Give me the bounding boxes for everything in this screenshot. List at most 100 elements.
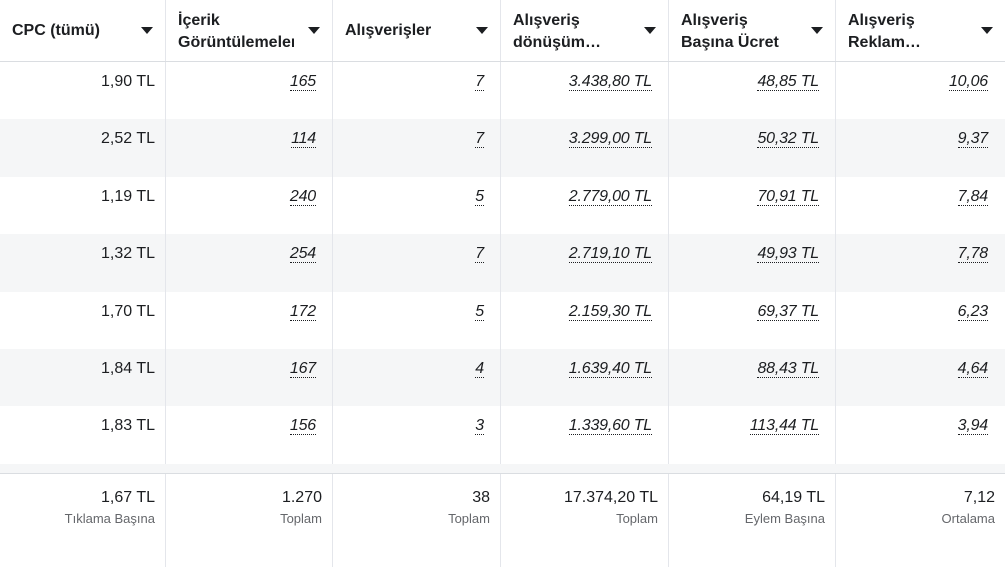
cell-value[interactable]: 156 xyxy=(289,417,316,436)
cell-purchase-roas[interactable]: 4,64 xyxy=(836,349,1005,406)
cell-content-views[interactable]: 167 xyxy=(166,348,333,407)
cell-value[interactable]: 254 xyxy=(289,245,316,264)
cell-purchase-roas[interactable]: 7,84 xyxy=(836,177,1005,234)
sort-caret-icon[interactable] xyxy=(141,27,153,34)
cell-value[interactable]: 167 xyxy=(289,359,316,378)
cell-cost-per-purchase[interactable]: 88,43 TL xyxy=(669,348,836,407)
cell-value[interactable]: 7 xyxy=(475,130,484,149)
cell-value[interactable]: 2.719,10 TL xyxy=(568,245,652,264)
cell-value[interactable]: 2.159,30 TL xyxy=(568,302,652,321)
cell-cost-per-purchase[interactable]: 70,91 TL xyxy=(669,176,836,235)
cell-value[interactable]: 1.639,40 TL xyxy=(568,359,652,378)
cell-value[interactable]: 114 xyxy=(291,130,316,149)
cell-value[interactable]: 113,44 TL xyxy=(749,417,819,436)
sort-caret-icon[interactable] xyxy=(644,27,656,34)
column-header-content-views[interactable]: İçerik Görüntülemeleri xyxy=(166,0,333,61)
column-header-purchase-conversion[interactable]: Alışveriş dönüşüm… xyxy=(501,0,669,61)
cell-cpc: 1,19 TL xyxy=(0,176,166,235)
column-header-cpc[interactable]: CPC (tümü) xyxy=(0,0,166,61)
total-label: Toplam xyxy=(280,511,322,526)
cell-cost-per-purchase[interactable]: 48,85 TL xyxy=(669,62,836,120)
column-header-label: Alışverişler xyxy=(345,22,432,39)
cell-value[interactable]: 165 xyxy=(289,73,316,91)
table-row: 1,19 TL 240 5 2.779,00 TL 70,91 TL 7,84 xyxy=(0,176,1005,235)
cell-value[interactable]: 70,91 TL xyxy=(757,187,819,206)
cell-purchases[interactable]: 5 xyxy=(333,176,501,235)
table-row: 1,70 TL 172 5 2.159,30 TL 69,37 TL 6,23 xyxy=(0,291,1005,349)
cell-value[interactable]: 5 xyxy=(475,302,484,321)
sort-caret-icon[interactable] xyxy=(476,27,488,34)
cell-cost-per-purchase[interactable]: 49,93 TL xyxy=(669,234,836,292)
cell-value[interactable]: 9,37 xyxy=(957,130,988,149)
cell-cost-per-purchase[interactable]: 113,44 TL xyxy=(669,406,836,464)
cell-value[interactable]: 50,32 TL xyxy=(757,130,819,149)
cell-value[interactable]: 49,93 TL xyxy=(757,245,819,264)
total-value: 64,19 TL xyxy=(762,489,825,506)
column-header-purchase-roas[interactable]: Alışveriş Reklam… xyxy=(836,0,1005,61)
total-cost-per-purchase: 64,19 TL Eylem Başına xyxy=(669,474,836,567)
cell-purchase-conversion[interactable]: 2.159,30 TL xyxy=(501,291,669,349)
cell-value[interactable]: 69,37 TL xyxy=(757,302,819,321)
cell-purchase-roas[interactable]: 10,06 xyxy=(836,62,1005,119)
cell-cpc: 1,70 TL xyxy=(0,291,166,349)
cell-cost-per-purchase[interactable]: 50,32 TL xyxy=(669,119,836,177)
cell-purchase-conversion[interactable]: 3.438,80 TL xyxy=(501,62,669,120)
cell-value[interactable]: 88,43 TL xyxy=(757,359,819,378)
cell-value[interactable]: 4 xyxy=(475,359,484,378)
column-header-label: Alışveriş Reklam… xyxy=(848,12,921,51)
sort-caret-icon[interactable] xyxy=(981,27,993,34)
cell-purchase-conversion[interactable]: 3.299,00 TL xyxy=(501,119,669,177)
totals-row: 1,67 TL Tıklama Başına 1.270 Toplam 38 T… xyxy=(0,474,1005,567)
cell-value[interactable]: 2.779,00 TL xyxy=(568,187,652,206)
cell-content-views[interactable]: 156 xyxy=(166,406,333,464)
cell-value[interactable]: 7,78 xyxy=(957,245,988,264)
cell-value[interactable]: 4,64 xyxy=(957,359,988,378)
cell-value: 1,32 TL xyxy=(101,245,155,263)
cell-purchase-conversion[interactable]: 2.719,10 TL xyxy=(501,234,669,292)
cell-content-views[interactable]: 172 xyxy=(166,291,333,349)
sort-caret-icon[interactable] xyxy=(308,27,320,34)
column-header-purchases[interactable]: Alışverişler xyxy=(333,0,501,61)
cell-value[interactable]: 3 xyxy=(475,417,484,436)
cell-purchase-roas[interactable]: 6,23 xyxy=(836,292,1005,349)
cell-value[interactable]: 3.438,80 TL xyxy=(568,73,652,91)
total-value: 38 xyxy=(472,489,490,506)
cell-value[interactable]: 7,84 xyxy=(957,187,988,206)
cell-purchase-conversion[interactable]: 2.779,00 TL xyxy=(501,176,669,235)
cell-value[interactable]: 1.339,60 TL xyxy=(568,417,652,436)
cell-purchases[interactable]: 7 xyxy=(333,62,501,120)
cell-cost-per-purchase[interactable]: 69,37 TL xyxy=(669,291,836,349)
cell-content-views[interactable]: 254 xyxy=(166,234,333,292)
cell-purchase-roas[interactable]: 3,94 xyxy=(836,406,1005,463)
cell-cpc: 1,90 TL xyxy=(0,62,166,120)
cell-purchases[interactable]: 7 xyxy=(333,234,501,292)
cell-value[interactable]: 3,94 xyxy=(957,417,988,436)
cell-content-views[interactable]: 240 xyxy=(166,176,333,235)
cell-value[interactable]: 240 xyxy=(289,187,316,206)
table-header: CPC (tümü) İçerik Görüntülemeleri Alışve… xyxy=(0,0,1005,62)
cell-value[interactable]: 48,85 TL xyxy=(757,73,819,91)
cell-purchase-conversion[interactable]: 1.339,60 TL xyxy=(501,406,669,464)
total-cpc: 1,67 TL Tıklama Başına xyxy=(0,474,166,567)
cell-purchase-roas[interactable]: 7,78 xyxy=(836,234,1005,291)
cell-content-views[interactable]: 165 xyxy=(166,62,333,120)
sort-caret-icon[interactable] xyxy=(811,27,823,34)
table-row: 1,32 TL 254 7 2.719,10 TL 49,93 TL 7,78 xyxy=(0,234,1005,292)
total-label: Toplam xyxy=(616,511,658,526)
cell-value: 2,52 TL xyxy=(101,130,155,148)
cell-value[interactable]: 6,23 xyxy=(957,302,988,321)
cell-value[interactable]: 172 xyxy=(289,302,316,321)
cell-value[interactable]: 5 xyxy=(475,187,484,206)
cell-value[interactable]: 7 xyxy=(475,73,484,91)
cell-purchases[interactable]: 5 xyxy=(333,291,501,349)
cell-purchase-roas[interactable]: 9,37 xyxy=(836,119,1005,176)
cell-purchases[interactable]: 4 xyxy=(333,348,501,407)
cell-value[interactable]: 7 xyxy=(475,245,484,264)
cell-content-views[interactable]: 114 xyxy=(166,119,333,177)
cell-purchases[interactable]: 3 xyxy=(333,406,501,464)
cell-value[interactable]: 10,06 xyxy=(948,73,988,91)
cell-value[interactable]: 3.299,00 TL xyxy=(568,130,652,149)
cell-purchase-conversion[interactable]: 1.639,40 TL xyxy=(501,348,669,407)
cell-purchases[interactable]: 7 xyxy=(333,119,501,177)
column-header-cost-per-purchase[interactable]: Alışveriş Başına Ücret xyxy=(669,0,836,61)
